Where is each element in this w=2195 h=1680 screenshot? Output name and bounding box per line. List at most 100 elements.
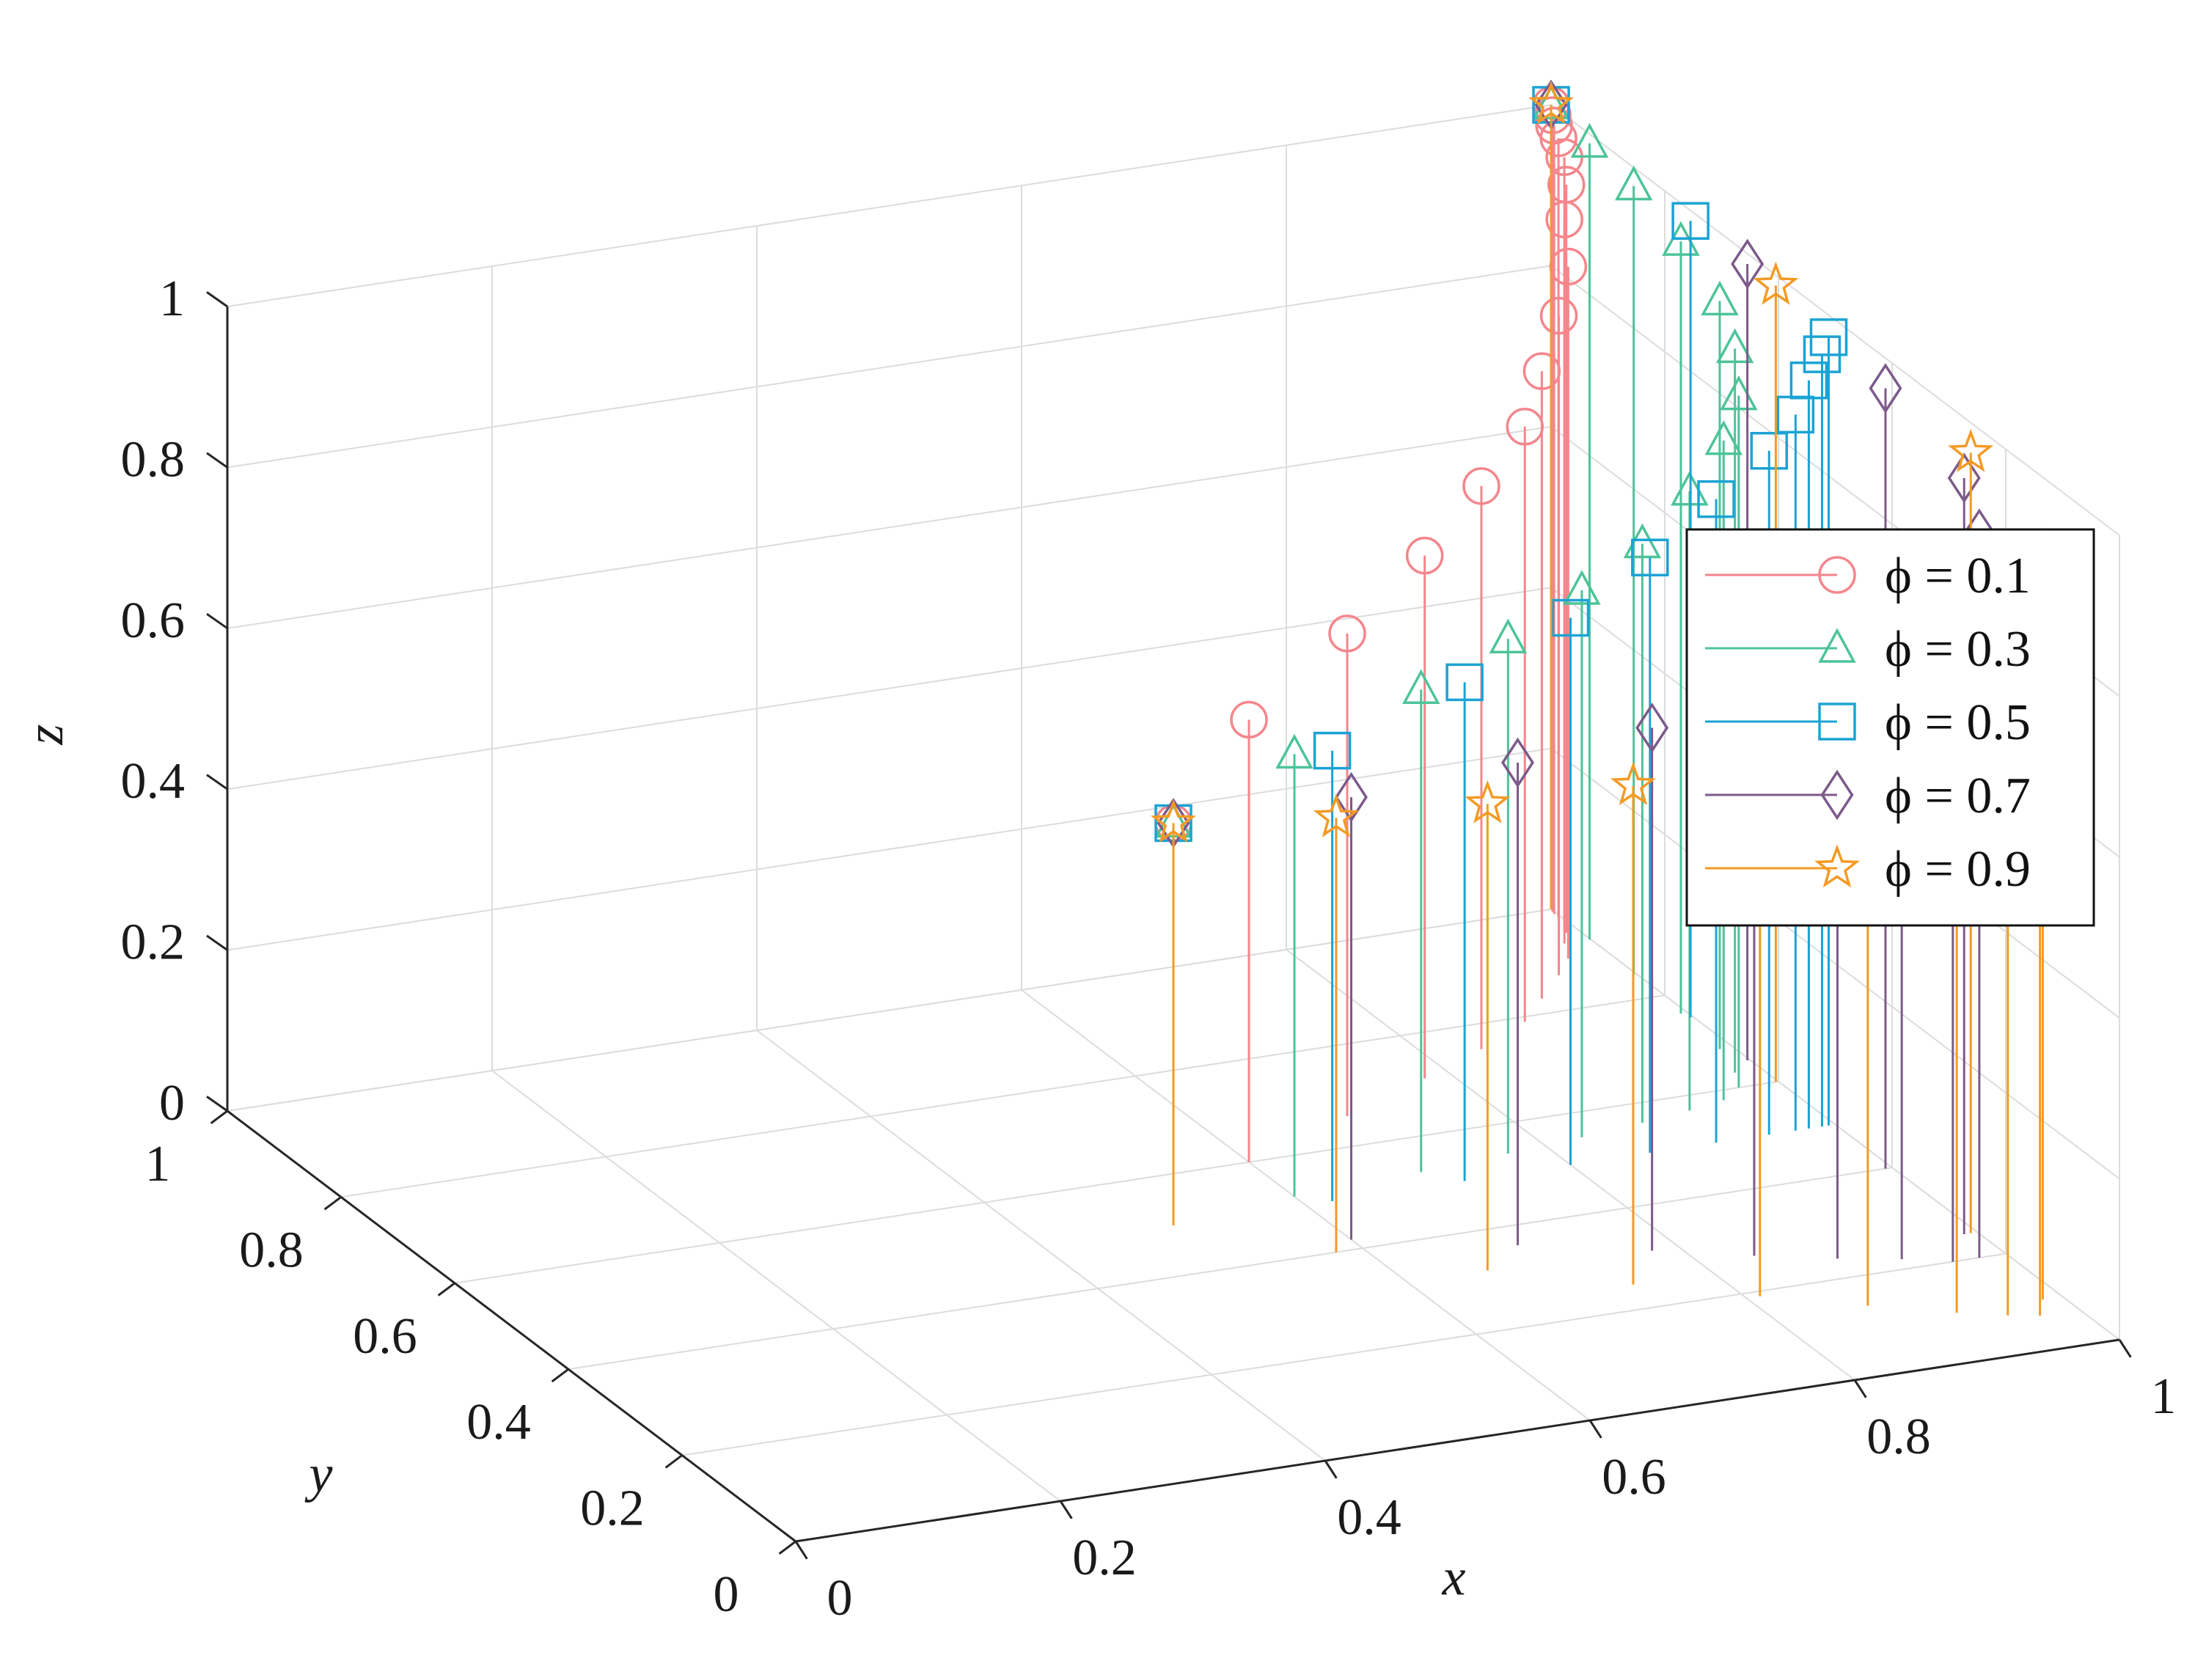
x-tick: [1059, 1500, 1073, 1519]
y-tick: [210, 1109, 228, 1125]
grid-line: [1021, 989, 1591, 1421]
legend-label: ϕ = 0.3: [1885, 621, 2031, 678]
data-marker: [1535, 106, 1573, 145]
data-marker: [1818, 703, 1856, 741]
data-marker: [1551, 598, 1590, 637]
data-marker: [1445, 663, 1484, 702]
z-axis-title: z: [15, 725, 74, 746]
x-tick-label: 0: [827, 1570, 853, 1626]
y-tick: [664, 1454, 683, 1469]
data-marker: [1631, 538, 1669, 576]
legend-entry: ϕ = 0.9: [1705, 841, 2031, 898]
x-tick-label: 1: [2151, 1368, 2177, 1425]
y-tick: [551, 1368, 569, 1383]
data-marker: [1753, 261, 1799, 305]
y-tick-label: 0.6: [353, 1308, 417, 1365]
z-tick: [206, 612, 228, 630]
data-marker: [1313, 793, 1359, 837]
grid-line: [227, 425, 1552, 629]
legend-label: ϕ = 0.5: [1885, 694, 2031, 751]
data-marker: [1803, 335, 1842, 373]
y-tick-label: 0.4: [466, 1394, 531, 1450]
legend: ϕ = 0.1 ϕ = 0.3 ϕ = 0.5 ϕ = 0.7 ϕ = 0.9: [1685, 528, 2095, 927]
data-marker: [1462, 467, 1500, 505]
grid-line: [227, 747, 1552, 951]
legend-entry: ϕ = 0.5: [1705, 694, 2031, 751]
grid-line: [1550, 909, 2120, 1340]
data-marker: [1948, 428, 1994, 472]
data-marker: [1704, 420, 1743, 455]
legend-entry: ϕ = 0.3: [1705, 621, 2031, 678]
z-tick: [206, 291, 228, 308]
x-tick: [1324, 1460, 1338, 1479]
data-marker: [1715, 328, 1754, 364]
grid-line: [227, 104, 1552, 307]
y-tick-label: 0.8: [239, 1222, 304, 1278]
x-tick-label: 0.8: [1866, 1409, 1931, 1465]
y-axis-title: y: [304, 1445, 333, 1503]
data-marker: [1275, 733, 1313, 769]
legend-label: ϕ = 0.1: [1885, 548, 2031, 604]
x-tick-label: 0.4: [1337, 1489, 1401, 1546]
legend-label: ϕ = 0.7: [1885, 768, 2031, 824]
data-marker: [1820, 769, 1854, 821]
data-marker: [1818, 628, 1856, 663]
series-0.1: [1154, 86, 1588, 1225]
data-marker: [1528, 81, 1575, 125]
z-tick-label: 0.2: [121, 914, 186, 971]
x-tick: [794, 1541, 808, 1560]
grid-line: [491, 1070, 1061, 1502]
data-marker: [1671, 202, 1710, 241]
z-tick: [206, 1096, 228, 1112]
grid-line: [568, 1167, 1893, 1371]
data-marker: [1610, 761, 1656, 806]
grid-line: [227, 265, 1552, 469]
y-tick: [437, 1282, 455, 1296]
legend-entry: ϕ = 0.1: [1705, 548, 2031, 604]
z-tick-label: 0.8: [121, 431, 186, 488]
grid-line: [756, 1030, 1326, 1461]
z-tick: [206, 774, 228, 791]
data-marker: [1405, 536, 1444, 575]
z-tick-label: 0.6: [121, 593, 186, 649]
series-0.3: [1154, 84, 1758, 1225]
z-tick: [206, 934, 228, 951]
data-marker: [1402, 669, 1440, 704]
data-marker: [1731, 238, 1765, 290]
x-tick: [1588, 1420, 1602, 1439]
data-marker: [1814, 844, 1861, 888]
data-marker: [1809, 318, 1848, 356]
legend-entry: ϕ = 0.7: [1705, 768, 2031, 824]
data-marker: [1335, 771, 1368, 823]
z-tick-label: 0.4: [121, 753, 186, 810]
y-tick: [778, 1540, 796, 1555]
grid-line: [454, 1080, 1779, 1284]
z-tick-label: 0: [159, 1075, 185, 1131]
y-tick-label: 0.2: [580, 1481, 645, 1537]
data-marker: [1818, 556, 1856, 594]
data-marker: [1789, 362, 1828, 400]
data-marker: [1230, 700, 1268, 739]
grid-line: [681, 1252, 2007, 1456]
y-axis-line: [227, 1109, 796, 1543]
data-marker: [1489, 618, 1528, 653]
data-marker: [1614, 165, 1653, 201]
grid-line: [227, 909, 1552, 1112]
data-marker: [1154, 804, 1192, 843]
grid-line: [340, 994, 1666, 1198]
x-axis-title: x: [1442, 1548, 1466, 1607]
x-tick-label: 0.6: [1602, 1449, 1666, 1505]
x-axis-line: [795, 1338, 2120, 1543]
legend-label: ϕ = 0.9: [1885, 841, 2031, 898]
legend-box: [1685, 528, 2095, 927]
y-tick: [323, 1196, 342, 1211]
grid-line: [227, 587, 1552, 791]
data-marker: [1532, 86, 1570, 124]
grid-line: [1550, 747, 2120, 1180]
data-marker: [1501, 737, 1534, 788]
y-tick-label: 1: [145, 1136, 171, 1192]
data-marker: [1313, 731, 1352, 770]
data-marker: [1701, 280, 1739, 316]
